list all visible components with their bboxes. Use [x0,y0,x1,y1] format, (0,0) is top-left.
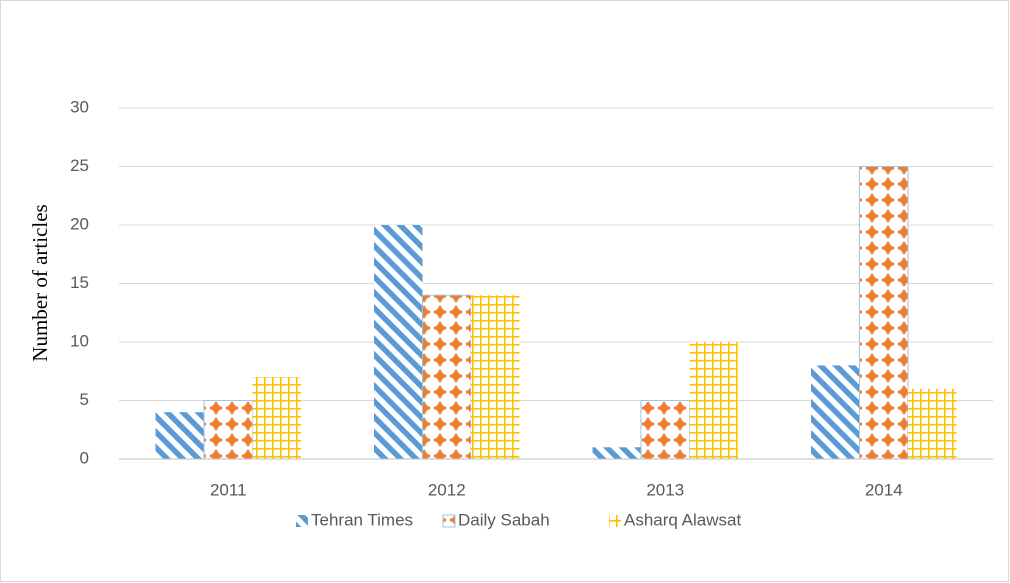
legend-swatch [609,515,621,527]
bar [374,225,423,459]
x-tick-label: 2011 [210,480,247,499]
legend-swatch [296,515,308,527]
bar [252,377,301,459]
bar [471,295,520,459]
y-tick-label: 15 [70,273,89,292]
legend-label: Tehran Times [311,510,413,529]
legend-swatch [442,514,456,528]
bar [811,365,860,459]
bar [859,166,909,460]
bar [689,342,738,459]
y-tick-label: 0 [80,448,89,467]
bar [422,294,472,460]
bar [908,388,957,459]
legend-label: Asharq Alawsat [624,510,741,529]
bar [155,412,204,459]
x-tick-label: 2013 [646,480,684,499]
y-tick-label: 30 [70,97,89,116]
y-tick-label: 10 [70,331,89,350]
legend-label: Daily Sabah [458,510,550,529]
bar [592,447,641,459]
y-tick-label: 5 [80,390,89,409]
bar [640,400,690,460]
x-tick-label: 2014 [865,480,903,499]
y-tick-label: 20 [70,214,89,233]
x-tick-label: 2012 [428,480,466,499]
y-tick-label: 25 [70,156,89,175]
y-axis-label: Number of articles [28,204,52,361]
bar [203,400,253,460]
